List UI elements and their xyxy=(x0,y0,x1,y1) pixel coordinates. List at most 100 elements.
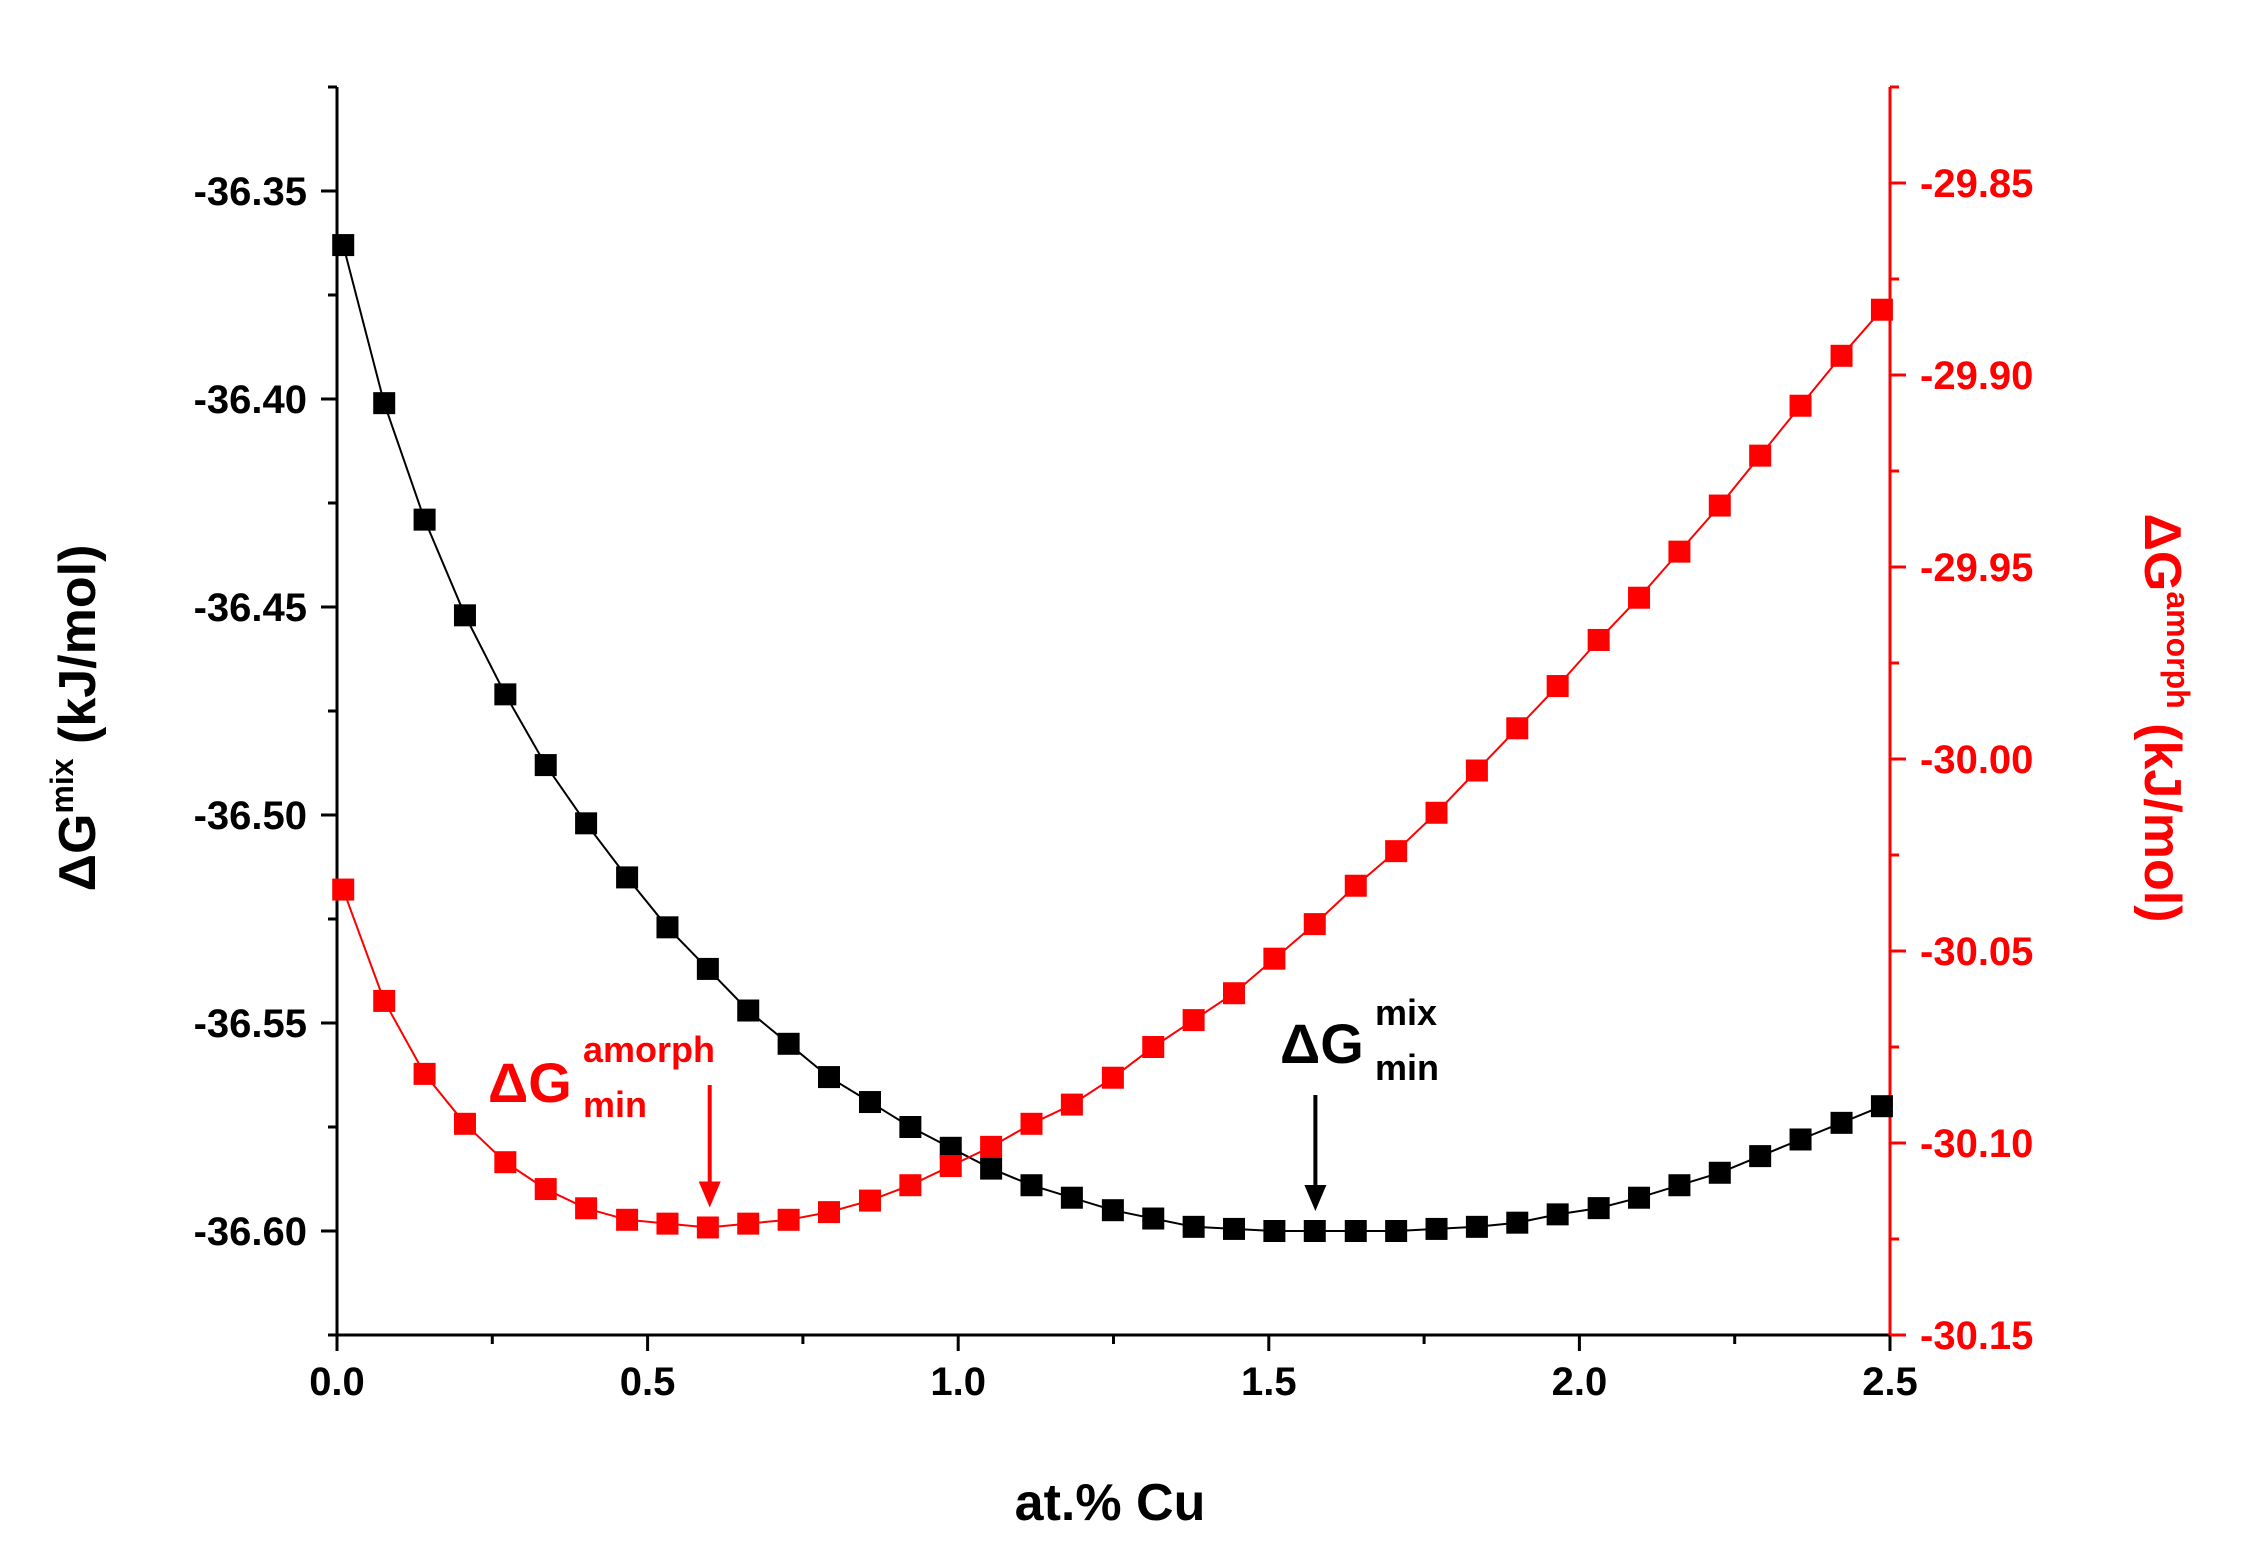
data-point xyxy=(534,1178,557,1201)
data-point xyxy=(453,604,476,627)
right-tick-label: -30.10 xyxy=(1920,1122,2033,1166)
left-tick-label: -36.35 xyxy=(194,170,307,214)
data-point xyxy=(1385,840,1408,863)
data-point xyxy=(1142,1036,1165,1058)
series-layer xyxy=(332,234,1893,1242)
data-point xyxy=(575,1197,598,1220)
data-point xyxy=(656,916,679,939)
data-point xyxy=(1101,1066,1124,1089)
data-point xyxy=(1263,947,1286,970)
annotation-amorph-min-sup: amorph xyxy=(583,1029,715,1070)
right-tick-label: -29.85 xyxy=(1920,162,2033,206)
left-tick-label: -36.40 xyxy=(194,378,307,422)
data-point xyxy=(1060,1186,1083,1209)
series-amorph xyxy=(332,298,1893,1239)
left-axis-title-symbol: ΔG xyxy=(49,814,107,892)
left-axis-title: ΔGmix (kJ/mol) xyxy=(44,545,107,892)
annotation-mix-min-sup: mix xyxy=(1375,992,1437,1033)
data-point xyxy=(575,812,598,835)
data-point xyxy=(817,1201,840,1224)
annotation-mix-min-symbol: ΔG xyxy=(1280,1012,1364,1075)
x-tick-label: 2.0 xyxy=(1552,1360,1608,1404)
data-point xyxy=(1546,1203,1569,1226)
data-point xyxy=(373,989,396,1012)
data-point xyxy=(1870,1095,1893,1118)
right-tick-label: -30.05 xyxy=(1920,930,2033,974)
data-point xyxy=(332,878,355,901)
data-point xyxy=(777,1032,800,1055)
data-point xyxy=(899,1116,922,1138)
left-tick-label: -36.45 xyxy=(194,586,307,630)
data-point xyxy=(1385,1220,1408,1242)
data-point xyxy=(1465,1215,1488,1238)
data-point xyxy=(1870,298,1893,321)
data-point xyxy=(1303,913,1326,936)
right-tick-label: -29.95 xyxy=(1920,546,2033,590)
data-point xyxy=(1587,1197,1610,1220)
data-point xyxy=(1789,1128,1812,1151)
data-point xyxy=(1101,1199,1124,1222)
data-point xyxy=(1506,1211,1529,1234)
annotation-arrow-head xyxy=(1304,1185,1327,1211)
left-axis-title-unit: (kJ/mol) xyxy=(49,545,107,744)
data-point xyxy=(1020,1174,1043,1197)
right-tick-label: -30.00 xyxy=(1920,738,2033,782)
data-point xyxy=(1142,1207,1165,1230)
annotation-amorph-min-label: ΔG xyxy=(488,1051,572,1114)
data-point xyxy=(1749,444,1772,467)
data-point xyxy=(1020,1112,1043,1135)
data-point xyxy=(1628,1186,1651,1209)
annotation-mix-min-sub: min xyxy=(1375,1047,1439,1088)
data-point xyxy=(332,234,355,257)
x-tick-label: 1.0 xyxy=(930,1360,986,1404)
data-point xyxy=(1223,1217,1246,1240)
data-point xyxy=(494,1151,517,1174)
annotation-mix-min-label: ΔG xyxy=(1280,1012,1364,1075)
annotation-arrow-head xyxy=(698,1181,721,1208)
left-tick-label: -36.60 xyxy=(194,1210,307,1254)
data-point xyxy=(1223,982,1246,1005)
data-point xyxy=(373,392,396,415)
data-point xyxy=(1465,759,1488,782)
data-point xyxy=(1425,801,1448,824)
data-point xyxy=(980,1135,1003,1158)
data-point xyxy=(413,1062,436,1085)
left-tick-label: -36.55 xyxy=(194,1002,307,1046)
data-point xyxy=(777,1208,800,1231)
data-point xyxy=(1344,1220,1367,1242)
data-point xyxy=(1587,628,1610,651)
right-axis-title-sup: amorph xyxy=(2160,591,2196,708)
data-point xyxy=(858,1091,881,1114)
data-point xyxy=(1060,1093,1083,1116)
data-point xyxy=(616,1208,639,1231)
x-tick-label: 0.0 xyxy=(309,1360,365,1404)
x-tick-label: 1.5 xyxy=(1241,1360,1297,1404)
data-point xyxy=(1749,1145,1772,1168)
data-point xyxy=(1668,1174,1691,1197)
left-axis-title-sup: mix xyxy=(44,758,80,813)
data-point xyxy=(1830,344,1853,367)
axes-layer: 0.0 0.5 1.0 1.5 2.0 2.5 -36.35 -36.40 -36.45 -36.… xyxy=(194,85,2033,1404)
data-point xyxy=(1182,1009,1205,1032)
data-point xyxy=(696,957,719,980)
data-point xyxy=(939,1155,962,1178)
data-point xyxy=(494,683,517,706)
data-point xyxy=(1830,1111,1853,1134)
right-axis-title-unit: (kJ/mol) xyxy=(2133,723,2191,922)
left-tick-label: -36.50 xyxy=(194,794,307,838)
right-axis-title-symbol: ΔG xyxy=(2133,514,2191,592)
data-point xyxy=(737,1212,760,1235)
data-point xyxy=(534,754,557,777)
data-point xyxy=(1425,1217,1448,1240)
x-tick-label: 0.5 xyxy=(620,1360,676,1404)
data-point xyxy=(656,1212,679,1235)
data-point xyxy=(1668,540,1691,563)
data-point xyxy=(899,1174,922,1197)
data-point xyxy=(1789,394,1812,417)
data-point xyxy=(980,1157,1003,1180)
annotation-amorph-min-symbol: ΔG xyxy=(488,1051,572,1114)
data-point xyxy=(939,1136,962,1159)
data-point xyxy=(1263,1220,1286,1242)
